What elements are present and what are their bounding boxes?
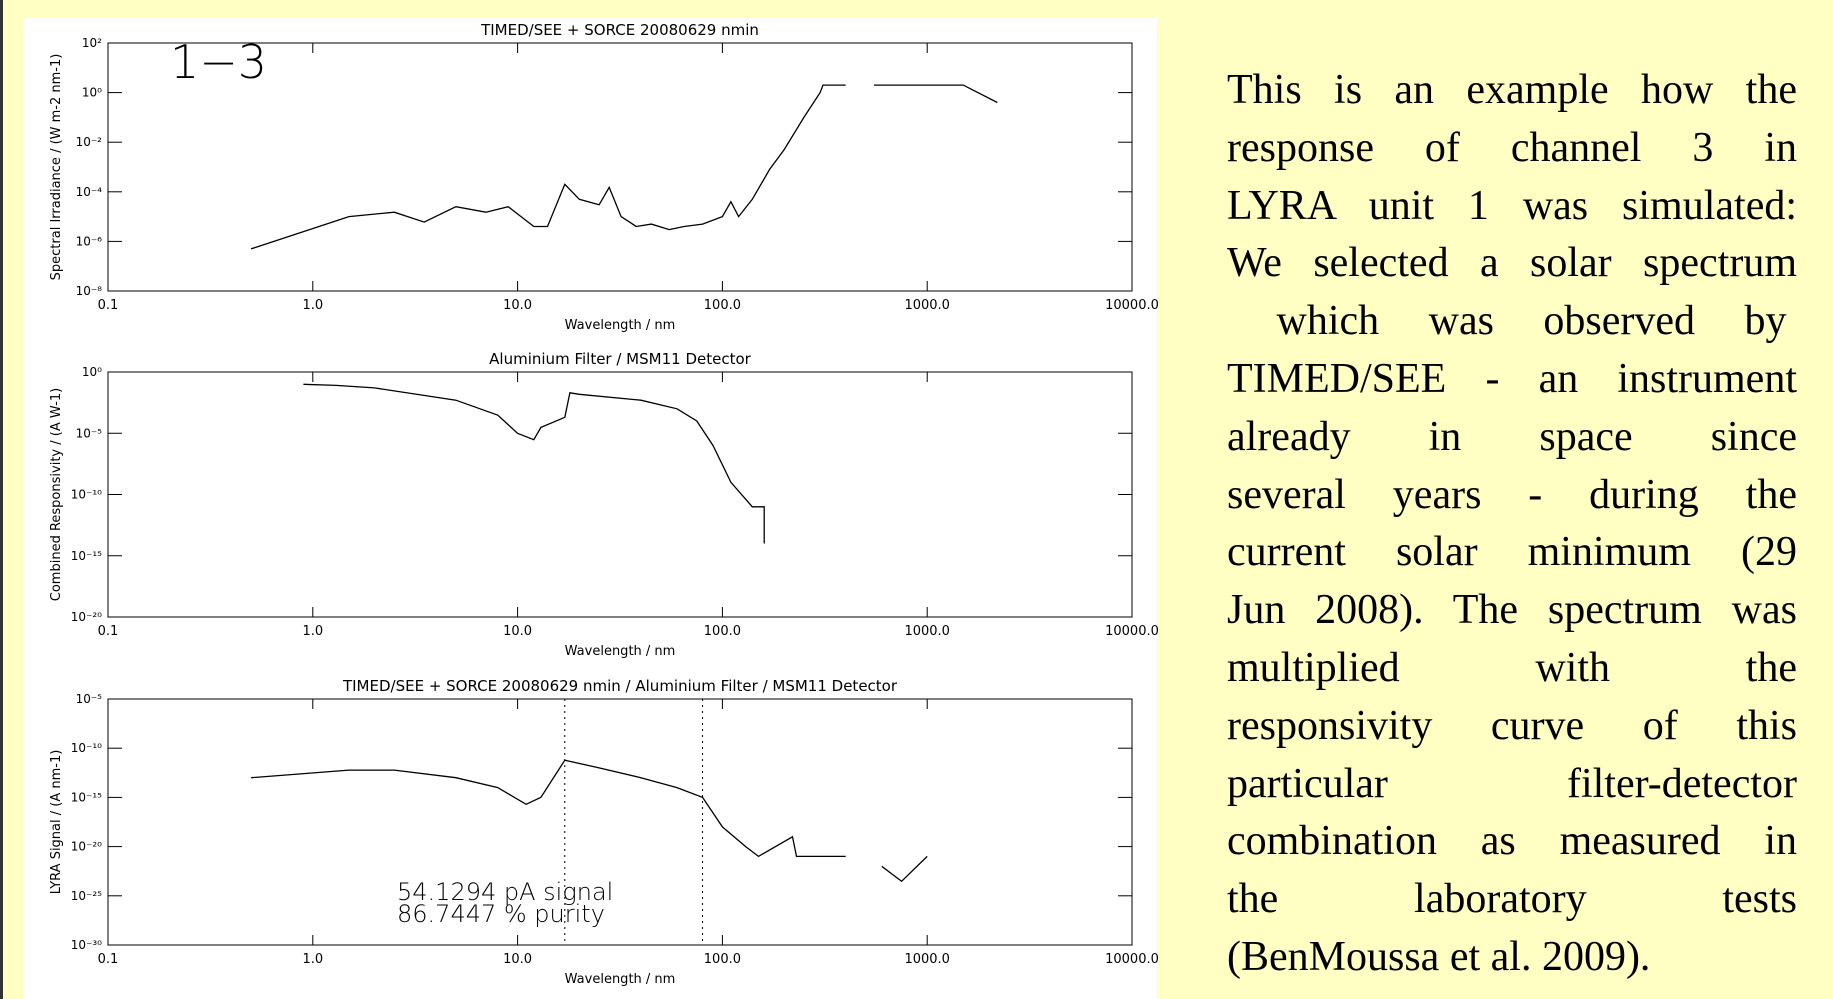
text-line: which was observed by (1227, 298, 1797, 345)
x-tick-label: 1000.0 (904, 952, 950, 967)
chart-title: TIMED/SEE + SORCE 20080629 nmin / Alumin… (342, 677, 898, 695)
text-line: LYRA unit 1 was simulated: (1227, 182, 1797, 229)
x-tick-label: 0.1 (98, 298, 119, 313)
y-tick-label: 10⁻²⁰ (71, 610, 102, 624)
chart-title: Aluminium Filter / MSM11 Detector (489, 350, 751, 368)
y-tick-label: 10⁻⁵ (76, 426, 103, 440)
x-tick-label: 10000.0 (1105, 298, 1159, 313)
y-tick-label: 10⁻⁵ (76, 692, 103, 706)
text-line: particular filter-detector (1227, 760, 1797, 807)
x-tick-label: 1.0 (302, 624, 323, 639)
x-tick-label: 0.1 (98, 952, 119, 967)
y-tick-label: 10⁻¹⁵ (71, 790, 102, 804)
x-tick-label: 10.0 (503, 298, 532, 313)
x-tick-label: 10.0 (503, 624, 532, 639)
description: This is an example how the response of ch… (1227, 62, 1797, 987)
text-line: (BenMoussa et al. 2009). (1227, 933, 1651, 980)
annotation: 86.7447 % purity (397, 900, 605, 928)
x-tick-label: 1000.0 (904, 624, 950, 639)
x-tick-label: 100.0 (704, 952, 741, 967)
y-tick-label: 10⁰ (82, 86, 102, 100)
y-tick-label: 10⁻⁴ (76, 185, 103, 199)
y-tick-label: 10² (82, 36, 102, 50)
y-axis-label: LYRA Signal / (A nm-1) (49, 750, 64, 895)
x-tick-label: 1000.0 (904, 298, 950, 313)
x-axis-label: Wavelength / nm (565, 972, 676, 987)
x-axis-label: Wavelength / nm (565, 318, 676, 333)
y-tick-label: 10⁻⁸ (76, 284, 103, 298)
y-axis-label: Combined Responsivity / (A W-1) (49, 388, 64, 601)
axes-frame (107, 371, 1133, 618)
y-tick-label: 10⁻¹⁰ (71, 741, 102, 755)
y-axis-label: Spectral Irradiance / (W m-2 nm-1) (49, 54, 64, 281)
text-line: This is an example how the (1227, 67, 1797, 113)
x-tick-label: 10.0 (503, 952, 532, 967)
text-line: response of channel 3 in (1227, 124, 1797, 171)
y-tick-label: 10⁻⁶ (76, 234, 103, 248)
text-line: We selected a solar spectrum (1227, 240, 1797, 287)
spectrum-line (250, 84, 998, 250)
y-tick-label: 10⁻³⁰ (71, 938, 102, 952)
text-line: already in space since (1227, 413, 1797, 460)
text-line: responsivity curve of this (1227, 702, 1797, 749)
x-tick-label: 100.0 (704, 298, 741, 313)
y-tick-label: 10⁻²⁵ (71, 889, 102, 903)
plot-panel (23, 18, 1157, 999)
text-line: multiplied with the (1227, 644, 1797, 691)
y-tick-label: 10⁻² (76, 135, 103, 149)
annotation: 1−3 (170, 35, 267, 89)
x-tick-label: 10000.0 (1105, 624, 1159, 639)
x-axis-label: Wavelength / nm (565, 644, 676, 659)
text-line: current solar minimum (29 (1227, 529, 1797, 576)
axes-frame (107, 698, 1133, 946)
x-tick-label: 1.0 (302, 298, 323, 313)
x-tick-label: 10000.0 (1105, 952, 1159, 967)
x-tick-label: 0.1 (98, 624, 119, 639)
y-tick-label: 10⁰ (82, 365, 102, 379)
x-tick-label: 100.0 (704, 624, 741, 639)
spectrum-line (251, 759, 928, 883)
text-line: TIMED/SEE - an instrument (1227, 355, 1797, 402)
y-tick-label: 10⁻¹⁵ (71, 549, 102, 563)
annotation: 54.1294 pA signal (397, 878, 613, 906)
chart-title: TIMED/SEE + SORCE 20080629 nmin (480, 21, 759, 39)
text-line: Jun 2008). The spectrum was (1227, 587, 1797, 634)
y-tick-label: 10⁻²⁰ (71, 840, 102, 854)
x-tick-label: 1.0 (302, 952, 323, 967)
y-tick-label: 10⁻¹⁰ (71, 488, 102, 502)
text-line: combination as measured in (1227, 818, 1797, 865)
text-line: several years - during the (1227, 471, 1797, 518)
border (0, 0, 3, 999)
text-line: the laboratory tests (1227, 876, 1797, 923)
axes-frame (107, 42, 1133, 292)
spectrum-line (303, 383, 765, 544)
